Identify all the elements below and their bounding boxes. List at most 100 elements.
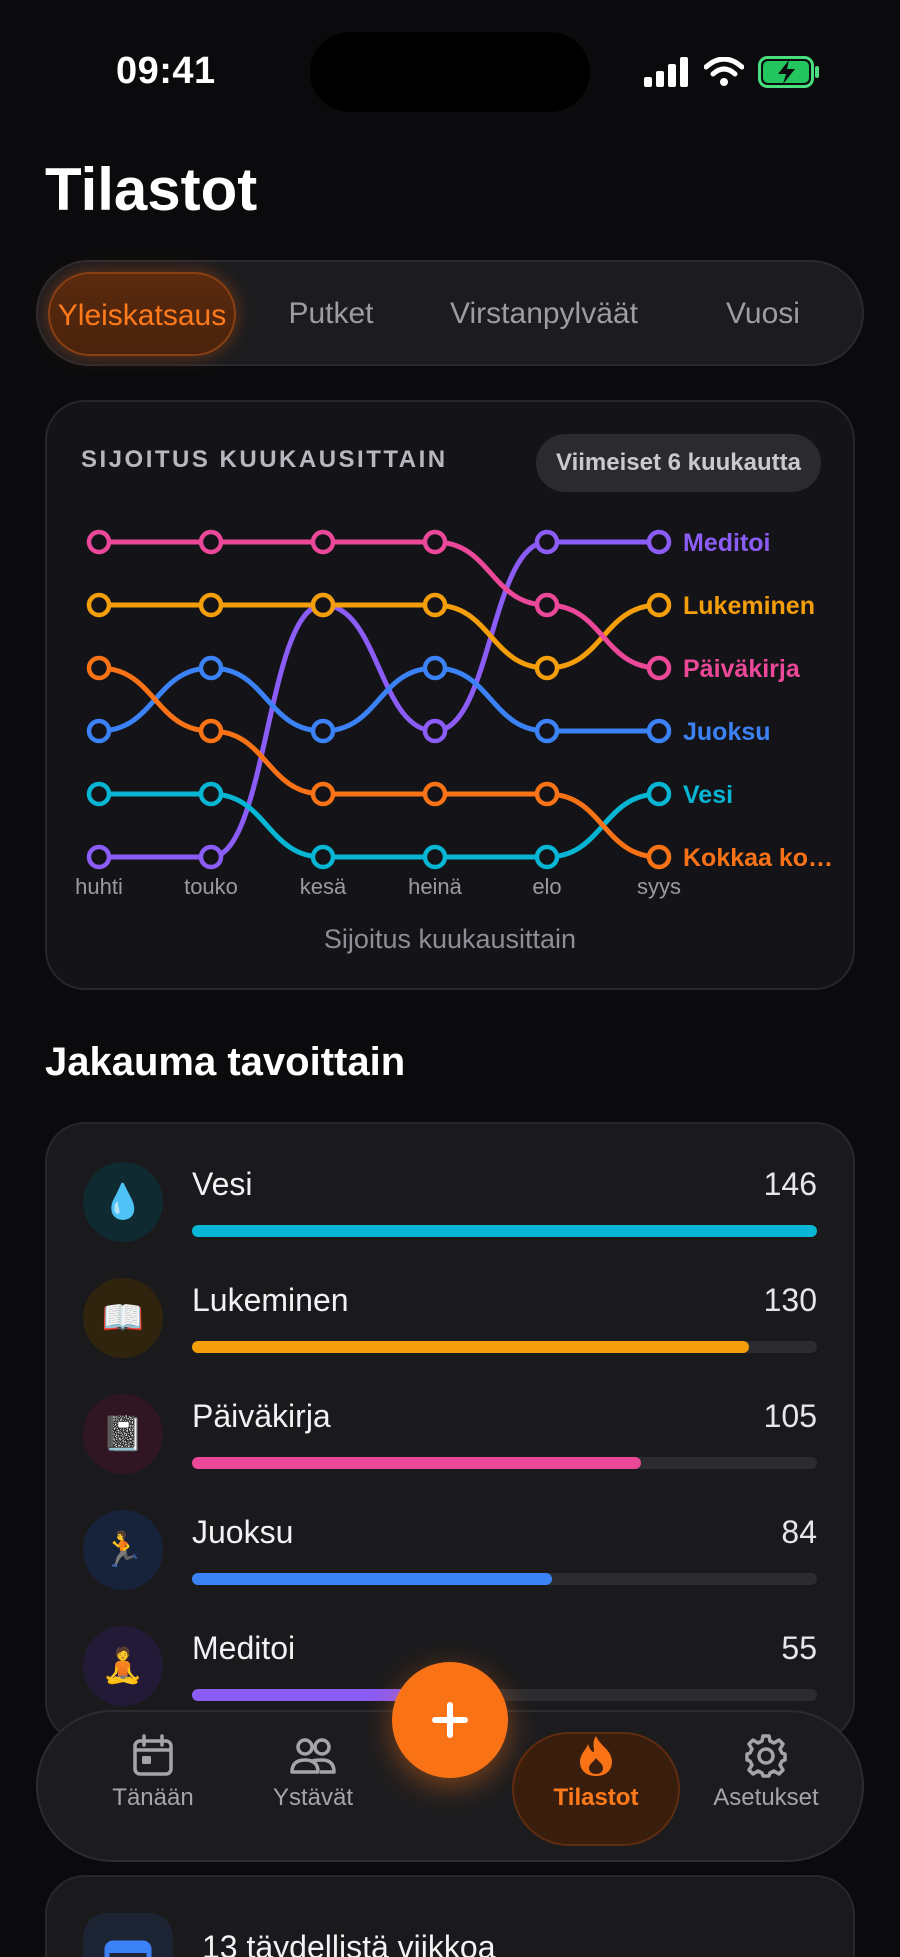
series-point (310, 781, 336, 807)
series-label: Päiväkirja (683, 655, 801, 683)
segmented-control: Yleiskatsaus Putket Virstanpylväät Vuosi (36, 260, 864, 366)
range-selector[interactable]: Viimeiset 6 kuukautta (536, 434, 821, 492)
series-point (86, 655, 112, 681)
series-point (198, 781, 224, 807)
series-label: Juoksu (683, 718, 771, 746)
distribution-row[interactable]: 📖 Lukeminen 130 (47, 1278, 853, 1394)
series-point (198, 529, 224, 555)
segment-streaks[interactable]: Putket (288, 297, 374, 330)
goal-name: Vesi (192, 1166, 253, 1202)
x-tick-label: syys (637, 874, 681, 899)
perfect-weeks-text: 13 täydellistä viikkoa (202, 1929, 496, 1957)
goal-count: 146 (763, 1166, 817, 1202)
meditation-icon: 🧘 (83, 1626, 163, 1706)
series-point (646, 529, 672, 555)
series-label: Meditoi (683, 529, 771, 557)
series-point (198, 655, 224, 681)
series-point (310, 592, 336, 618)
series-point (646, 655, 672, 681)
tab-label: Tilastot (553, 1784, 639, 1811)
series-point (310, 718, 336, 744)
series-point (422, 592, 448, 618)
distribution-row[interactable]: 💧 Vesi 146 (47, 1162, 853, 1278)
progress-fill (192, 1457, 642, 1469)
series-point (86, 529, 112, 555)
series-label: Vesi (683, 781, 733, 809)
runner-icon: 🏃 (83, 1510, 163, 1590)
users-icon (290, 1738, 336, 1774)
progress-track (192, 1225, 817, 1237)
series-point (86, 781, 112, 807)
series-point (422, 529, 448, 555)
tab-label: Ystävät (272, 1784, 354, 1811)
add-button[interactable] (392, 1662, 508, 1778)
series-point (86, 592, 112, 618)
distribution-row[interactable]: 🧘 Meditoi 55 (47, 1626, 853, 1740)
battery-charging-icon (758, 56, 819, 88)
x-tick-label: heinä (408, 874, 463, 899)
chart-caption: Sijoitus kuukausittain (323, 924, 577, 954)
series-point (422, 844, 448, 870)
series-point (534, 592, 560, 618)
series-point (86, 718, 112, 744)
goal-count: 105 (763, 1398, 817, 1434)
calendar-icon (83, 1913, 173, 1957)
series-label: Lukeminen (683, 592, 815, 620)
series-point (646, 592, 672, 618)
page-title: Tilastot (45, 156, 258, 223)
progress-track (192, 1573, 817, 1585)
x-tick-label: kesä (300, 874, 347, 899)
distribution-row[interactable]: 📓 Päiväkirja 105 (47, 1394, 853, 1510)
distribution-row[interactable]: 🏃 Juoksu 84 (47, 1510, 853, 1626)
goal-count: 55 (781, 1630, 817, 1666)
flame-icon (580, 1736, 612, 1776)
series-point (198, 592, 224, 618)
series-point (422, 781, 448, 807)
series-line-5 (96, 665, 662, 860)
wifi-icon (704, 57, 744, 86)
series-point (422, 718, 448, 744)
segment-milestones[interactable]: Virstanpylväät (450, 297, 638, 330)
series-point (310, 529, 336, 555)
series-point (86, 844, 112, 870)
segment-overview[interactable]: Yleiskatsaus (48, 272, 236, 356)
progress-fill (192, 1341, 749, 1353)
goal-name: Lukeminen (192, 1282, 349, 1318)
series-point (310, 844, 336, 870)
rank-chart-card: SIJOITUS KUUKAUSITTAIN Viimeiset 6 kuuka… (45, 400, 855, 990)
x-tick-label: huhti (75, 874, 123, 899)
series-label: Kokkaa ko… (683, 844, 833, 872)
distribution-card: 💧 Vesi 146 📖 Lukeminen 130 📓 Päiväkirja … (45, 1122, 855, 1742)
progress-track (192, 1689, 817, 1701)
signal-icon (644, 57, 688, 87)
progress-track (192, 1457, 817, 1469)
series-point (646, 781, 672, 807)
progress-fill (192, 1689, 428, 1701)
progress-track (192, 1341, 817, 1353)
series-point (422, 655, 448, 681)
x-tick-label: elo (532, 874, 561, 899)
water-drop-icon: 💧 (83, 1162, 163, 1242)
book-icon: 📖 (83, 1278, 163, 1358)
goal-name: Meditoi (192, 1630, 296, 1666)
notebook-icon: 📓 (83, 1394, 163, 1474)
series-point (198, 718, 224, 744)
tab-friends[interactable]: Ystävät (238, 1712, 388, 1864)
segment-year[interactable]: Vuosi (726, 297, 800, 330)
series-point (646, 718, 672, 744)
tab-label: Tänään (112, 1784, 194, 1811)
goal-name: Juoksu (192, 1514, 294, 1550)
dynamic-island (310, 32, 590, 112)
tab-settings[interactable]: Asetukset (688, 1712, 844, 1864)
tab-label: Asetukset (713, 1784, 819, 1811)
calendar-icon (133, 1734, 173, 1776)
tab-stats[interactable]: Tilastot (518, 1712, 674, 1864)
gear-icon (745, 1734, 787, 1778)
series-point (534, 844, 560, 870)
progress-fill (192, 1225, 817, 1237)
status-icons (644, 54, 820, 90)
perfect-weeks-card[interactable]: 13 täydellistä viikkoa (45, 1875, 855, 1957)
goal-count: 130 (763, 1282, 817, 1318)
status-bar: 09:41 (0, 0, 900, 140)
tab-today[interactable]: Tänään (78, 1712, 228, 1864)
